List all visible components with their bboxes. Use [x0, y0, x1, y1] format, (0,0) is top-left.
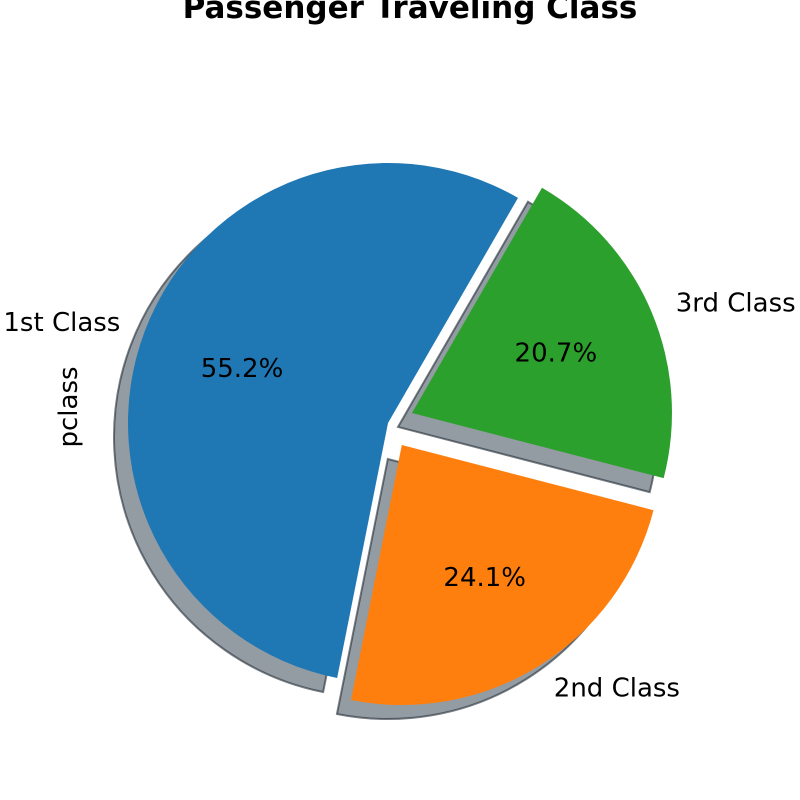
- slice-label-1st-class: 1st Class: [3, 308, 120, 338]
- slice-label-3rd-class: 3rd Class: [676, 288, 796, 318]
- slice-pct-label-3rd-class: 20.7%: [515, 339, 598, 369]
- slice-pct-label-2nd-class: 24.1%: [443, 563, 526, 593]
- slice-1st-class: [128, 163, 518, 678]
- slice-label-2nd-class: 2nd Class: [554, 673, 680, 703]
- slice-2nd-class: [350, 445, 654, 706]
- slice-pct-label-1st-class: 55.2%: [201, 354, 284, 384]
- chart-title: Passenger Traveling Class: [183, 0, 638, 26]
- y-axis-label: pclass: [54, 366, 84, 447]
- slice-3rd-class: [411, 187, 672, 479]
- slice-labels: 1st Class 55.2% 2nd Class 24.1% 3rd Class 20.…: [3, 288, 795, 703]
- pie-slices: [128, 163, 672, 706]
